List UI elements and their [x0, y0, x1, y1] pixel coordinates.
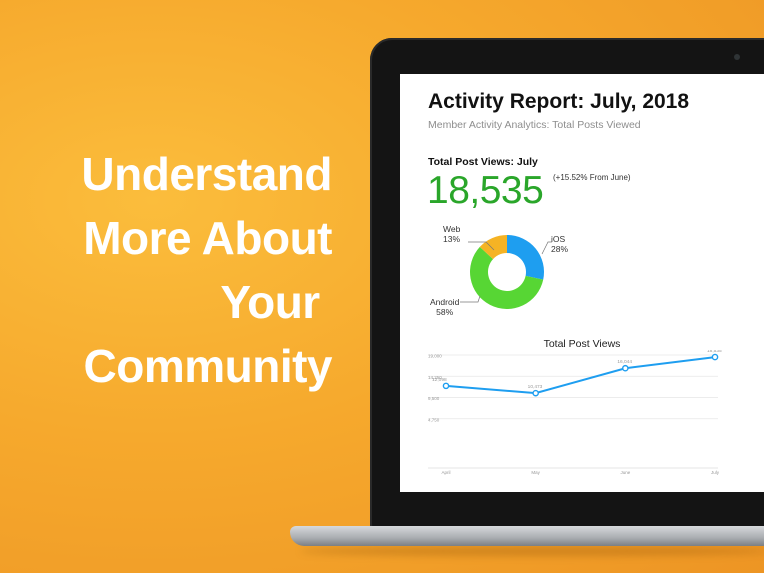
- donut-label-web-pct: 13%: [443, 234, 461, 244]
- data-label: 16,044: [617, 359, 632, 365]
- series-line: [445, 356, 716, 395]
- data-point: [532, 389, 539, 397]
- data-label: 12,098: [432, 377, 447, 383]
- data-point: [622, 364, 629, 372]
- donut-label-web-name: Web: [443, 224, 461, 234]
- camera-icon: [734, 54, 740, 60]
- donut-label-android-pct: 58%: [436, 307, 454, 317]
- laptop-shadow: [300, 546, 764, 556]
- donut-label-web: Web 13%: [443, 224, 460, 244]
- donut-leader-ios: [541, 241, 552, 255]
- line-chart: 4,750 9,500 14,250 19,000 12,098 April 10,473 M…: [428, 350, 722, 475]
- data-point: [442, 382, 450, 390]
- report-subtitle: Member Activity Analytics: Total Posts V…: [428, 119, 641, 131]
- y-tick-label: 19,000: [428, 354, 442, 359]
- donut-slice-ios: [507, 235, 544, 280]
- y-tick-label: 14,250: [428, 375, 442, 380]
- x-tick-label: April: [441, 470, 450, 475]
- report-title: Activity Report: July, 2018: [428, 90, 690, 113]
- data-point: [711, 353, 719, 361]
- metric-label: Total Post Views: July: [428, 156, 538, 168]
- y-tick-label: 4,750: [428, 417, 440, 422]
- donut-slice-android: [470, 246, 544, 309]
- y-tick-label: 9,500: [428, 396, 440, 401]
- laptop-screen: Activity Report: July, 2018 Member Activ…: [400, 74, 764, 492]
- data-label: 18,535: [707, 350, 722, 354]
- metric-value: 18,535: [427, 169, 544, 212]
- headline: Understand More About Your Community: [81, 148, 332, 392]
- donut-label-android: Android 58%: [430, 297, 459, 317]
- donut-leader-web: [468, 241, 495, 251]
- donut-label-ios-pct: 28%: [551, 244, 569, 254]
- donut-label-android-name: Android: [430, 297, 460, 307]
- line-chart-title: Total Post Views: [543, 338, 621, 350]
- donut-slice-web: [479, 235, 507, 260]
- donut-leader-android: [460, 295, 481, 303]
- x-tick-label: June: [620, 470, 630, 475]
- donut-label-ios-name: iOS: [551, 234, 566, 244]
- donut-label-ios: iOS 28%: [551, 234, 568, 254]
- laptop-base: [290, 526, 764, 546]
- x-tick-label: July: [711, 470, 720, 475]
- donut-chart: [460, 235, 552, 309]
- x-tick-label: May: [531, 470, 540, 475]
- data-label: 10,473: [528, 384, 543, 390]
- metric-change: (+15.52% From June): [553, 173, 631, 182]
